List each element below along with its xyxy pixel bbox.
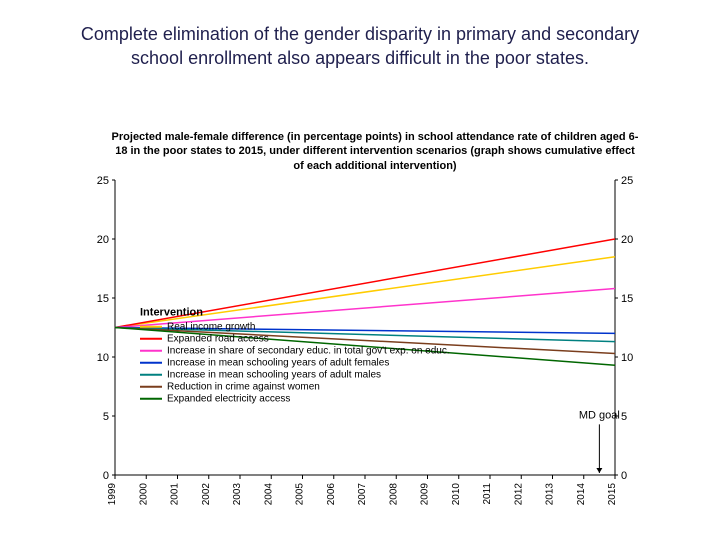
slide-title: Complete elimination of the gender dispa…: [60, 22, 660, 71]
legend-label: Reduction in crime against women: [167, 382, 320, 393]
x-tick-label: 2015: [607, 483, 618, 506]
x-tick-label: 2014: [576, 483, 587, 506]
legend-label: Increase in share of secondary educ. in …: [167, 346, 450, 357]
x-tick-label: 2007: [357, 483, 368, 506]
x-tick-label: 2009: [420, 483, 431, 506]
x-tick-label: 2000: [138, 483, 149, 506]
y-tick-right: 5: [621, 411, 627, 423]
x-tick-label: 2008: [388, 483, 399, 506]
y-tick-left: 10: [97, 352, 109, 364]
legend-label: Expanded road access: [167, 334, 269, 345]
legend-title: Intervention: [140, 307, 203, 319]
y-tick-right: 20: [621, 234, 633, 246]
x-tick-label: 2013: [545, 483, 556, 506]
md-goal-label: MD goal: [579, 409, 620, 421]
md-goal-arrowhead: [596, 468, 602, 473]
y-tick-left: 25: [97, 175, 109, 187]
legend-label: Increase in mean schooling years of adul…: [167, 370, 381, 381]
x-tick-label: 2012: [513, 483, 524, 506]
x-tick-label: 2004: [263, 483, 274, 506]
legend-label: Increase in mean schooling years of adul…: [167, 358, 389, 369]
y-tick-left: 5: [103, 411, 109, 423]
y-tick-left: 15: [97, 293, 109, 305]
y-tick-right: 0: [621, 470, 627, 482]
y-tick-right: 25: [621, 175, 633, 187]
x-tick-label: 2003: [232, 483, 243, 506]
line-chart: 0 0 5 5 10 10 15 15 20 20 25 25 1999 2000 2001 2002 2003…: [80, 120, 650, 520]
y-tick-right: 10: [621, 352, 633, 364]
legend-label: Expanded electricity access: [167, 394, 290, 405]
x-tick-label: 2010: [451, 483, 462, 506]
x-tick-label: 2001: [170, 483, 181, 506]
x-tick-label: 2006: [326, 483, 337, 506]
legend-label: Real income growth: [167, 322, 255, 333]
y-tick-left: 20: [97, 234, 109, 246]
x-tick-label: 2002: [201, 483, 212, 506]
x-tick-label: 1999: [107, 483, 118, 506]
chart-container: 0 0 5 5 10 10 15 15 20 20 25 25 1999 2000 2001 2002 2003…: [80, 120, 650, 520]
y-tick-right: 15: [621, 293, 633, 305]
y-tick-left: 0: [103, 470, 109, 482]
x-tick-label: 2011: [482, 483, 493, 505]
x-tick-label: 2005: [295, 483, 306, 506]
